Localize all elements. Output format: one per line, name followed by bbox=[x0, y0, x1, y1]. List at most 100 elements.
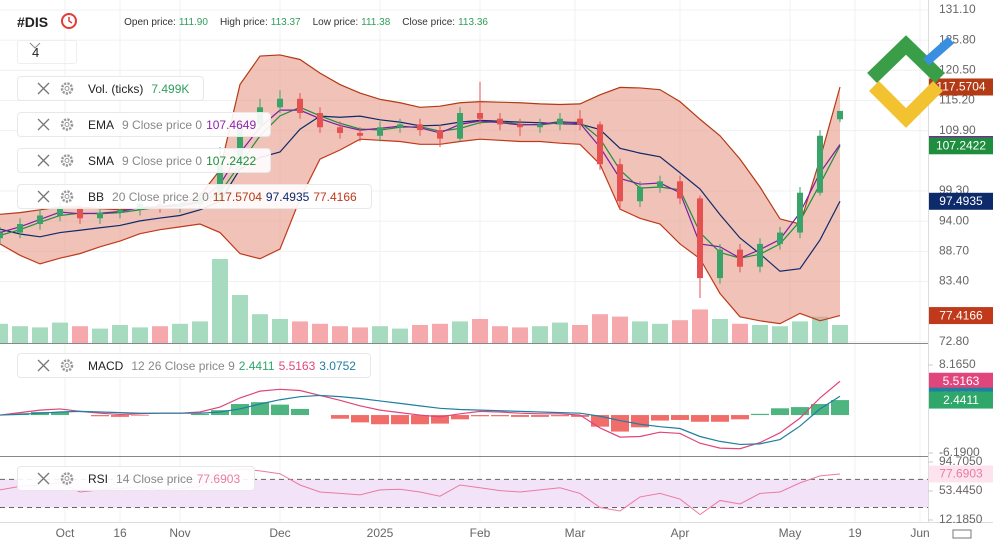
volume-bar bbox=[672, 320, 688, 343]
histogram-bar bbox=[291, 408, 309, 416]
chevron-line bbox=[29, 42, 41, 49]
volume-bar bbox=[212, 259, 228, 343]
volume-bar bbox=[512, 327, 528, 343]
legend-ema: EMA 9 Close price 0 107.4649 bbox=[17, 112, 272, 137]
price-tag bbox=[929, 78, 993, 96]
volume-bar bbox=[232, 295, 248, 343]
histogram-bar bbox=[431, 415, 449, 424]
y-tick-label: 109.90 bbox=[939, 123, 976, 137]
settings-icon-hole bbox=[64, 86, 70, 91]
y-tick-label: 83.40 bbox=[939, 274, 969, 288]
icons[interactable] bbox=[18, 354, 88, 377]
x-tick-label: Dec bbox=[269, 526, 290, 540]
price-tag bbox=[929, 192, 993, 210]
histogram-bar bbox=[451, 415, 469, 420]
volume-bar bbox=[332, 326, 348, 343]
histogram-bar bbox=[771, 408, 789, 416]
settings-icon[interactable] bbox=[952, 529, 972, 539]
candle-body bbox=[17, 224, 23, 233]
clock-hands bbox=[68, 17, 73, 24]
icons[interactable] bbox=[18, 185, 88, 208]
y-tick-label: -6.1900 bbox=[939, 445, 980, 459]
volume-bar bbox=[772, 326, 788, 343]
histogram-bar bbox=[711, 415, 729, 422]
volume-bar bbox=[292, 321, 308, 343]
histogram-bar bbox=[831, 400, 849, 416]
candle-body bbox=[77, 206, 83, 219]
field-label: High price: bbox=[219, 16, 268, 28]
axes: Oct 16 Nov Dec 2025 Feb Mar Apr May 19 Jun 131.10 12… bbox=[56, 2, 993, 540]
icons[interactable] bbox=[18, 113, 88, 136]
volume-bar bbox=[732, 323, 748, 343]
field: Open price: 111.90 bbox=[124, 17, 208, 28]
interval-dropdown[interactable]: 4 bbox=[17, 40, 77, 64]
volume-bar bbox=[572, 325, 588, 343]
settings-icon bbox=[60, 472, 74, 485]
x-tick-label: Jun bbox=[910, 526, 929, 540]
volume-bar bbox=[492, 326, 508, 343]
price-tag-label: 77.6903 bbox=[939, 467, 983, 481]
candle-body bbox=[637, 187, 643, 202]
icons[interactable] bbox=[18, 77, 88, 100]
legend-sma: SMA 9 Close price 0 107.2422 bbox=[17, 148, 272, 173]
volume-bar bbox=[132, 327, 148, 343]
field-value: 113.36 bbox=[458, 16, 488, 28]
signal-line bbox=[0, 394, 841, 446]
candle-body bbox=[837, 110, 843, 120]
candle-body bbox=[757, 243, 763, 267]
volume-bar bbox=[832, 325, 848, 343]
field-value: 111.38 bbox=[361, 16, 391, 28]
legend-icons[interactable] bbox=[18, 149, 88, 172]
legend-icons[interactable] bbox=[18, 113, 88, 136]
price-tag bbox=[929, 372, 993, 390]
candle-body bbox=[357, 132, 363, 136]
y-tick-label: 131.10 bbox=[939, 2, 976, 16]
volume-bar bbox=[12, 326, 28, 343]
legend-icons[interactable] bbox=[18, 354, 88, 377]
legend-value: 77.6903 bbox=[196, 471, 241, 486]
volume-bar bbox=[692, 309, 708, 343]
candle-body bbox=[717, 249, 723, 279]
volume-bar bbox=[792, 321, 808, 343]
candle-body bbox=[317, 113, 323, 128]
clock-icon[interactable] bbox=[59, 11, 79, 31]
candle-body bbox=[817, 135, 823, 193]
legend-params: 9 Close price 0 bbox=[122, 153, 203, 168]
settings-icon bbox=[60, 190, 74, 203]
legend-icons[interactable] bbox=[18, 467, 88, 490]
volume-bar bbox=[112, 325, 128, 343]
legend-params: 20 Close price 2 0 bbox=[112, 189, 209, 204]
legend-value: 3.0752 bbox=[319, 358, 356, 373]
legend-params: 9 Close price 0 bbox=[122, 117, 203, 132]
candle-body bbox=[0, 232, 3, 239]
candle-body bbox=[297, 98, 303, 114]
volume-bar bbox=[552, 322, 568, 343]
histogram-bar bbox=[391, 415, 409, 425]
price-tag bbox=[929, 137, 993, 155]
legend-icons[interactable] bbox=[18, 77, 88, 100]
candle-body bbox=[237, 124, 243, 165]
icons[interactable] bbox=[18, 149, 88, 172]
x-tick-label: May bbox=[779, 526, 802, 540]
volume-bar bbox=[52, 322, 68, 343]
x-tick-label: Feb bbox=[470, 526, 491, 540]
histogram-bar bbox=[671, 415, 689, 420]
y-tick-label: 120.50 bbox=[939, 62, 976, 76]
field: Low price: 111.38 bbox=[313, 17, 391, 28]
price-tag-label: 2.4411 bbox=[943, 393, 979, 407]
volume-bar bbox=[252, 314, 268, 343]
y-tick-label: 94.00 bbox=[939, 213, 969, 227]
icons[interactable] bbox=[18, 467, 88, 490]
header: #DIS Open price: 111.90 High price: 113.37… bbox=[17, 11, 500, 31]
macd-line bbox=[0, 380, 841, 450]
candle-body bbox=[657, 181, 663, 188]
legend-value: 97.4935 bbox=[265, 189, 310, 204]
field-label: Open price: bbox=[124, 16, 176, 28]
ruler-icon[interactable] bbox=[952, 529, 972, 539]
legend-value: 77.4166 bbox=[313, 189, 357, 204]
legend-name: EMA bbox=[88, 117, 115, 132]
legend-name: BB bbox=[88, 189, 105, 204]
volume-bar bbox=[32, 327, 48, 343]
legend-icons[interactable] bbox=[18, 185, 88, 208]
